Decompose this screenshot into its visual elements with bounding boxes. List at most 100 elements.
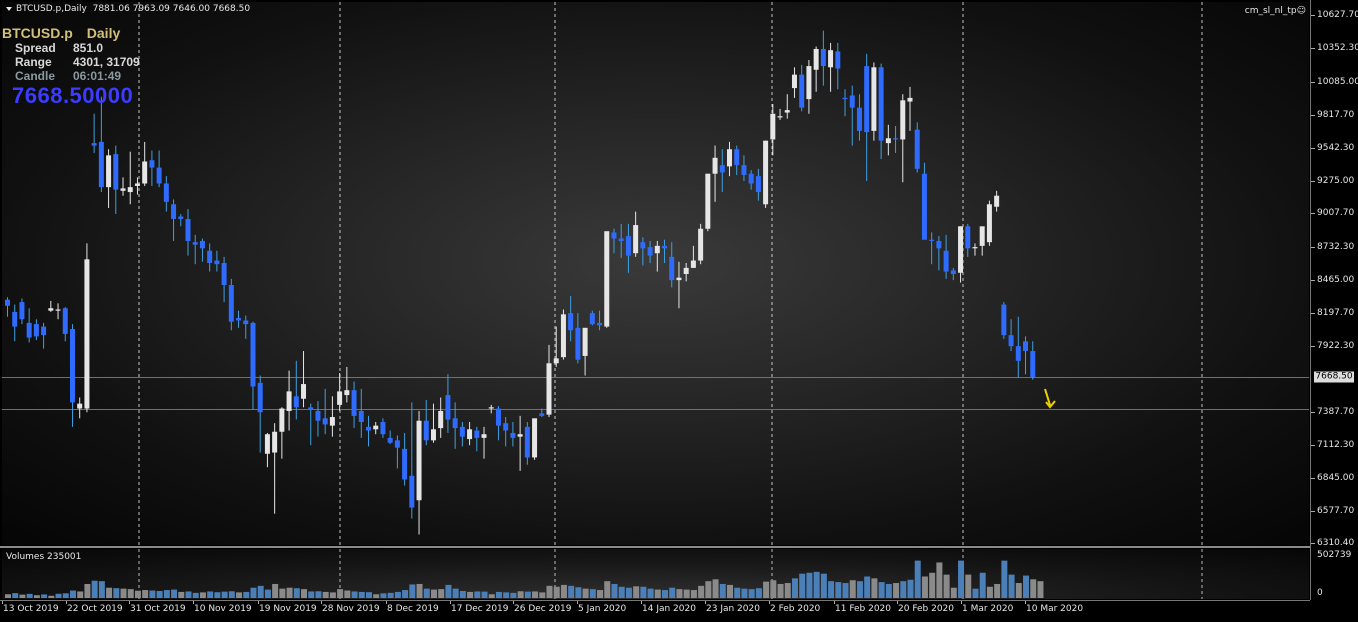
- candle-body: [712, 157, 718, 174]
- candle-body: [986, 204, 992, 243]
- candle: [640, 237, 646, 266]
- candle-body: [734, 149, 740, 166]
- candle-body: [250, 322, 256, 387]
- candle-body: [315, 410, 321, 421]
- price-tick: [1311, 48, 1315, 49]
- candle: [467, 421, 473, 446]
- candle: [770, 103, 776, 156]
- candle: [1001, 302, 1007, 339]
- volume-bar: [1001, 560, 1008, 598]
- candle: [33, 319, 39, 341]
- volume-bar: [199, 592, 206, 598]
- candle: [719, 149, 725, 193]
- volume-bar: [546, 585, 553, 598]
- candle-body: [719, 165, 725, 173]
- candle-body: [156, 167, 162, 184]
- candle-body: [416, 420, 422, 501]
- candle: [524, 421, 530, 465]
- volume-bar: [1037, 581, 1044, 598]
- volume-bar: [820, 573, 827, 598]
- candle: [755, 168, 761, 201]
- price-axis-label: 6845.00: [1317, 473, 1355, 483]
- candle: [842, 89, 848, 117]
- price-scale[interactable]: 7668.50 10627.70 10352.30 10085.00 9817.70 9…: [1310, 0, 1358, 600]
- time-tick: [513, 601, 514, 604]
- time-scale[interactable]: 13 Oct 2019 22 Oct 2019 31 Oct 2019 10 Nov …: [0, 600, 1310, 622]
- time-tick: [129, 601, 130, 604]
- info-row-value: 06:01:49: [73, 69, 122, 83]
- price-axis-label: 7112.30: [1317, 440, 1355, 450]
- candle-body: [243, 320, 249, 325]
- volume-bar: [459, 590, 466, 598]
- candle-body: [228, 284, 234, 322]
- time-axis-label: 20 Feb 2020: [898, 604, 955, 614]
- volume-bar: [366, 592, 372, 598]
- volume-axis-label: 502739: [1317, 550, 1352, 560]
- candle: [1023, 336, 1029, 375]
- time-tick: [258, 601, 259, 604]
- time-tick: [705, 601, 706, 604]
- candle: [84, 243, 90, 413]
- candle: [727, 141, 732, 177]
- candle: [1015, 316, 1021, 378]
- price-tick: [1311, 478, 1315, 479]
- volume-bar: [467, 591, 474, 598]
- volume-bar: [597, 590, 604, 598]
- candle: [438, 397, 444, 438]
- candle: [950, 267, 956, 281]
- candle-body: [257, 382, 263, 413]
- candle-body: [380, 421, 386, 435]
- candle: [366, 415, 371, 447]
- candle-body: [1008, 335, 1014, 347]
- volume-bar: [12, 593, 19, 598]
- candle: [228, 278, 234, 331]
- candle: [12, 304, 18, 342]
- time-tick: [321, 601, 322, 604]
- volume-bar: [618, 586, 625, 598]
- candle-body: [755, 176, 761, 193]
- candle-body: [647, 247, 653, 256]
- candle-body: [495, 408, 501, 426]
- volume-pane[interactable]: [2, 549, 1309, 599]
- candle-body: [791, 74, 797, 89]
- candle: [221, 256, 227, 303]
- candle-body: [1023, 341, 1029, 352]
- price-axis-label: 6310.40: [1317, 538, 1355, 548]
- volume-bar: [856, 581, 863, 598]
- volume-bar: [416, 583, 423, 598]
- price-tick: [1311, 313, 1315, 314]
- price-chart-pane[interactable]: [2, 2, 1309, 545]
- volume-bar: [69, 590, 76, 598]
- candle: [279, 407, 285, 459]
- candle-body: [828, 50, 834, 68]
- volume-bar: [835, 582, 842, 598]
- candle: [784, 94, 790, 119]
- candle-body: [452, 418, 458, 429]
- volumes-indicator-label: Volumes 235001: [6, 552, 82, 562]
- candle: [943, 234, 949, 279]
- candle-body: [777, 116, 783, 118]
- dropdown-triangle-icon[interactable]: [6, 6, 12, 11]
- candle-body: [972, 247, 978, 249]
- candle-body: [669, 256, 675, 281]
- candle: [669, 242, 675, 288]
- candle-body: [546, 363, 552, 415]
- volume-bar: [185, 591, 192, 598]
- candle: [373, 421, 379, 435]
- volume-bar: [683, 589, 690, 598]
- candle: [488, 404, 494, 414]
- candle: [409, 402, 415, 519]
- candle: [163, 176, 169, 212]
- candle: [358, 388, 364, 438]
- candle: [690, 245, 696, 268]
- volume-bar: [748, 589, 755, 598]
- arrow-head-icon: [1045, 400, 1056, 409]
- candle-body: [351, 390, 357, 416]
- candle-body: [568, 313, 574, 331]
- candle: [965, 223, 971, 257]
- candle: [546, 344, 552, 418]
- candle: [171, 199, 177, 241]
- pane-separator[interactable]: [0, 546, 1358, 548]
- time-axis-label: 13 Oct 2019: [3, 604, 59, 614]
